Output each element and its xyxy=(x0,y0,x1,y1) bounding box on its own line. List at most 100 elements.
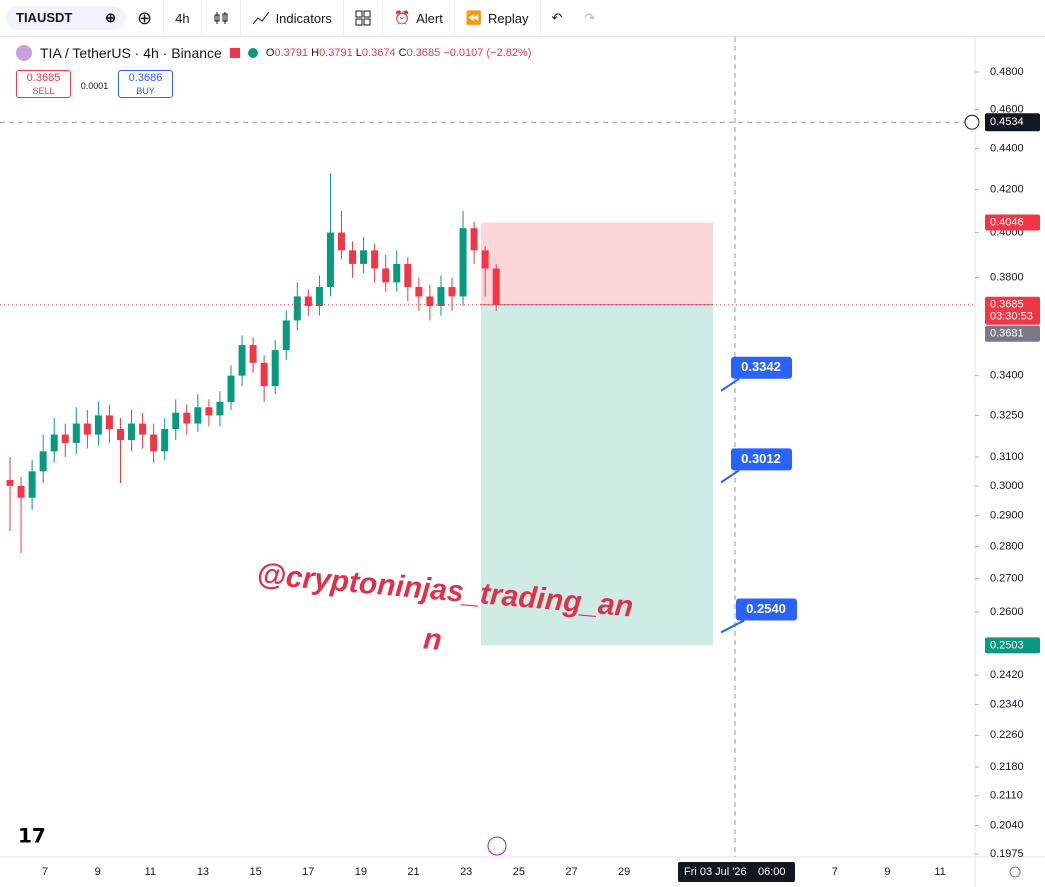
alert-label: Alert xyxy=(416,10,443,26)
callout-arrow xyxy=(720,469,740,484)
candle-body xyxy=(448,287,456,297)
o-label: O xyxy=(265,47,275,59)
chart-type[interactable] xyxy=(202,0,241,36)
status xyxy=(247,48,258,58)
x-tick-label: 17 xyxy=(302,866,314,878)
candle-body xyxy=(172,412,180,430)
alert[interactable]: ⏰ Alert xyxy=(383,0,455,36)
crosshair-time: Fri 03 Jul '26 xyxy=(684,866,747,878)
callout-box xyxy=(731,356,792,379)
y-tick-label: 0.3000 xyxy=(990,480,1024,492)
add-symbol[interactable]: ⊕ xyxy=(126,0,165,36)
callout-label: 0.3342 xyxy=(741,359,781,374)
candle-body xyxy=(205,407,213,416)
indicators[interactable]: Indicators xyxy=(241,0,344,36)
interval[interactable]: 4h xyxy=(164,0,202,36)
buy-label: BUY xyxy=(136,86,155,96)
candle-body xyxy=(128,423,136,441)
settings-icon[interactable] xyxy=(1009,866,1021,878)
candle-body xyxy=(492,268,500,305)
x-tick-label: 11 xyxy=(145,866,156,878)
icon xyxy=(355,10,371,26)
candle-body xyxy=(183,412,191,424)
candle-body xyxy=(304,296,312,306)
candle-body xyxy=(72,423,80,443)
h-label: H xyxy=(311,47,320,59)
flag xyxy=(229,48,240,58)
x-tick-label: 13 xyxy=(197,866,209,878)
indicators-label: Indicators xyxy=(275,10,332,26)
sell-button[interactable]: 0.3685 SELL xyxy=(16,70,71,98)
x-tick-label: 15 xyxy=(249,866,261,878)
watermark-line: n xyxy=(422,623,443,657)
candle-body xyxy=(415,287,423,297)
chart: 𝟭𝟳 0.4800 0.4600 0.4400 0.4200 0.4000 0.3800 0… xyxy=(0,37,1045,887)
candle-body xyxy=(94,415,102,435)
x-tick-label: 25 xyxy=(513,866,525,878)
candle-body xyxy=(481,250,489,269)
add-alert-icon[interactable] xyxy=(964,114,980,130)
price-marker xyxy=(985,637,1040,654)
candle-body xyxy=(161,429,169,452)
buy-price: 0.3686 xyxy=(128,72,163,84)
candle-body xyxy=(371,250,379,269)
high: 0.3791 xyxy=(319,47,353,59)
countdown: 03:30:53 xyxy=(990,311,1033,323)
y-tick-label: 0.2260 xyxy=(990,729,1024,741)
sell-label: SELL xyxy=(32,86,55,96)
interval-label: 4h xyxy=(175,10,190,26)
callout-label: 0.3012 xyxy=(741,451,781,466)
price-marker xyxy=(985,325,1040,342)
candle-body xyxy=(404,263,412,288)
price-marker-label: 0.4046 xyxy=(990,216,1024,228)
price-marker-label: 0.3685 xyxy=(990,299,1024,311)
icon xyxy=(252,11,269,25)
y-tick-label: 0.2600 xyxy=(990,606,1024,618)
symbol-logo xyxy=(16,45,32,61)
change: −0.0107 (−2.82%) xyxy=(443,47,532,59)
y-tick-label: 0.2180 xyxy=(990,761,1024,773)
candle-body xyxy=(61,434,69,443)
symbol-search[interactable]: TIAUSDT ⊕ xyxy=(6,6,126,30)
undo[interactable]: ↶ xyxy=(551,10,563,25)
candle-body xyxy=(117,429,124,441)
x-tick-label: 23 xyxy=(460,866,472,878)
watermark: @cryptoninjas_trading_ann xyxy=(255,558,634,657)
candle-body xyxy=(194,407,202,424)
icon: ⊕ xyxy=(105,10,116,25)
replay[interactable]: ⏪ Replay xyxy=(455,0,541,36)
candle-body xyxy=(349,250,357,264)
callout-box xyxy=(731,448,792,471)
callout-arrow xyxy=(720,619,745,634)
x-tick-label: 21 xyxy=(407,866,419,878)
legend-title: TIA / TetherUS · 4h · Binance xyxy=(40,45,222,61)
y-tick-label: 0.2040 xyxy=(990,819,1024,831)
y-tick-label: 0.2420 xyxy=(990,669,1024,681)
target-zone xyxy=(481,304,713,646)
legend: TIA / TetherUS · 4h · Binance O0.3791 H0… xyxy=(16,45,531,61)
redo[interactable]: ↷ xyxy=(584,10,596,25)
candle-body xyxy=(470,228,478,251)
candle-body xyxy=(315,287,323,306)
lightning-icon[interactable] xyxy=(487,836,507,856)
replay-label: Replay xyxy=(488,10,529,26)
candle-body xyxy=(150,434,158,452)
y-tick-label: 0.3800 xyxy=(990,272,1024,284)
price-marker xyxy=(985,296,1040,325)
icon xyxy=(214,12,228,24)
candle-body xyxy=(249,345,257,363)
y-tick-label: 0.4600 xyxy=(990,103,1024,115)
ohlc: O0.3791 H0.3791 L0.3674 C0.3685 −0.0107 … xyxy=(266,47,532,59)
templates[interactable] xyxy=(344,0,383,36)
candle-body xyxy=(393,263,401,283)
candle-body xyxy=(459,228,467,297)
y-tick-label: 0.4800 xyxy=(990,66,1024,78)
callout-label: 0.2540 xyxy=(746,601,786,616)
buy-button[interactable]: 0.3686 BUY xyxy=(118,70,173,98)
y-tick-label: 0.4200 xyxy=(990,183,1024,195)
candle-body xyxy=(50,434,58,452)
candle-body xyxy=(139,423,147,435)
y-tick-label: 0.1975 xyxy=(990,848,1024,860)
candle-body xyxy=(360,250,368,264)
